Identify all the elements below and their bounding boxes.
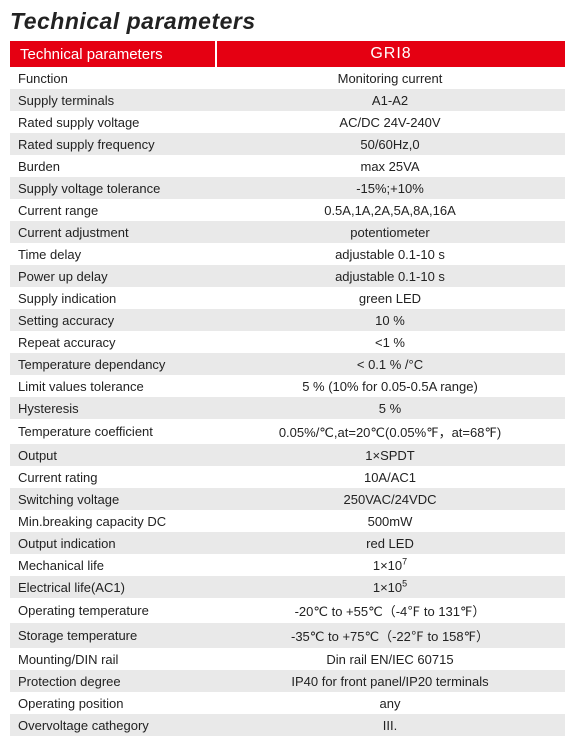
value-cell: -15%;+10% bbox=[215, 177, 565, 199]
table-row: Burdenmax 25VA bbox=[10, 155, 565, 177]
param-cell: Supply indication bbox=[10, 287, 215, 309]
params-table: FunctionMonitoring currentSupply termina… bbox=[10, 67, 565, 736]
value-cell: any bbox=[215, 692, 565, 714]
param-cell: Storage temperature bbox=[10, 623, 215, 648]
param-cell: Rated supply frequency bbox=[10, 133, 215, 155]
value-cell: 5 % (10% for 0.05-0.5A range) bbox=[215, 375, 565, 397]
value-cell: 10 % bbox=[215, 309, 565, 331]
table-row: FunctionMonitoring current bbox=[10, 67, 565, 89]
value-cell: red LED bbox=[215, 532, 565, 554]
table-row: Protection degreeIP40 for front panel/IP… bbox=[10, 670, 565, 692]
param-cell: Setting accuracy bbox=[10, 309, 215, 331]
value-cell: 50/60Hz,0 bbox=[215, 133, 565, 155]
param-cell: Output indication bbox=[10, 532, 215, 554]
param-cell: Time delay bbox=[10, 243, 215, 265]
param-cell: Protection degree bbox=[10, 670, 215, 692]
param-cell: Current adjustment bbox=[10, 221, 215, 243]
table-row: Min.breaking capacity DC500mW bbox=[10, 510, 565, 532]
value-cell: Din rail EN/IEC 60715 bbox=[215, 648, 565, 670]
table-row: Power up delayadjustable 0.1-10 s bbox=[10, 265, 565, 287]
table-row: Storage temperature-35℃ to +75℃（-22℉ to … bbox=[10, 623, 565, 648]
table-row: Temperature dependancy< 0.1 % /°C bbox=[10, 353, 565, 375]
param-cell: Limit values tolerance bbox=[10, 375, 215, 397]
value-cell: adjustable 0.1-10 s bbox=[215, 265, 565, 287]
table-row: Mechanical life1×107 bbox=[10, 554, 565, 576]
value-cell: 5 % bbox=[215, 397, 565, 419]
table-row: Current range0.5A,1A,2A,5A,8A,16A bbox=[10, 199, 565, 221]
table-row: Hysteresis5 % bbox=[10, 397, 565, 419]
table-header: Technical parameters GRI8 bbox=[10, 41, 565, 67]
value-cell: -20℃ to +55℃（-4℉ to 131℉） bbox=[215, 598, 565, 623]
table-row: Switching voltage250VAC/24VDC bbox=[10, 488, 565, 510]
table-row: Limit values tolerance5 % (10% for 0.05-… bbox=[10, 375, 565, 397]
table-row: Mounting/DIN railDin rail EN/IEC 60715 bbox=[10, 648, 565, 670]
value-cell: III. bbox=[215, 714, 565, 736]
table-row: Temperature coefficient0.05%/℃,at=20℃(0.… bbox=[10, 419, 565, 444]
param-cell: Current rating bbox=[10, 466, 215, 488]
value-cell: Monitoring current bbox=[215, 67, 565, 89]
value-cell: adjustable 0.1-10 s bbox=[215, 243, 565, 265]
header-left: Technical parameters bbox=[10, 41, 215, 67]
param-cell: Mounting/DIN rail bbox=[10, 648, 215, 670]
value-cell: 1×107 bbox=[215, 554, 565, 576]
table-row: Time delayadjustable 0.1-10 s bbox=[10, 243, 565, 265]
table-row: Current rating10A/AC1 bbox=[10, 466, 565, 488]
param-cell: Function bbox=[10, 67, 215, 89]
table-row: Overvoltage cathegoryIII. bbox=[10, 714, 565, 736]
table-row: Rated supply voltageAC/DC 24V-240V bbox=[10, 111, 565, 133]
value-cell: A1-A2 bbox=[215, 89, 565, 111]
param-cell: Rated supply voltage bbox=[10, 111, 215, 133]
param-cell: Supply terminals bbox=[10, 89, 215, 111]
table-row: Rated supply frequency50/60Hz,0 bbox=[10, 133, 565, 155]
param-cell: Min.breaking capacity DC bbox=[10, 510, 215, 532]
param-cell: Supply voltage tolerance bbox=[10, 177, 215, 199]
value-cell: green LED bbox=[215, 287, 565, 309]
value-cell: potentiometer bbox=[215, 221, 565, 243]
value-cell: 500mW bbox=[215, 510, 565, 532]
param-cell: Repeat accuracy bbox=[10, 331, 215, 353]
value-cell: max 25VA bbox=[215, 155, 565, 177]
param-cell: Current range bbox=[10, 199, 215, 221]
value-cell: 1×105 bbox=[215, 576, 565, 598]
value-cell: <1 % bbox=[215, 331, 565, 353]
param-cell: Electrical life(AC1) bbox=[10, 576, 215, 598]
table-row: Supply terminalsA1-A2 bbox=[10, 89, 565, 111]
param-cell: Switching voltage bbox=[10, 488, 215, 510]
table-row: Setting accuracy10 % bbox=[10, 309, 565, 331]
param-cell: Operating position bbox=[10, 692, 215, 714]
value-cell: AC/DC 24V-240V bbox=[215, 111, 565, 133]
param-cell: Mechanical life bbox=[10, 554, 215, 576]
value-cell: -35℃ to +75℃（-22℉ to 158℉） bbox=[215, 623, 565, 648]
param-cell: Operating temperature bbox=[10, 598, 215, 623]
param-cell: Output bbox=[10, 444, 215, 466]
table-row: Current adjustmentpotentiometer bbox=[10, 221, 565, 243]
table-row: Operating temperature-20℃ to +55℃（-4℉ to… bbox=[10, 598, 565, 623]
value-cell: 0.5A,1A,2A,5A,8A,16A bbox=[215, 199, 565, 221]
table-row: Supply indicationgreen LED bbox=[10, 287, 565, 309]
value-cell: 1×SPDT bbox=[215, 444, 565, 466]
value-cell: 10A/AC1 bbox=[215, 466, 565, 488]
param-cell: Overvoltage cathegory bbox=[10, 714, 215, 736]
value-cell: 250VAC/24VDC bbox=[215, 488, 565, 510]
value-cell: < 0.1 % /°C bbox=[215, 353, 565, 375]
header-right: GRI8 bbox=[217, 41, 565, 67]
page-title: Technical parameters bbox=[10, 8, 565, 35]
table-row: Output indicationred LED bbox=[10, 532, 565, 554]
value-cell: IP40 for front panel/IP20 terminals bbox=[215, 670, 565, 692]
param-cell: Power up delay bbox=[10, 265, 215, 287]
value-cell: 0.05%/℃,at=20℃(0.05%℉，at=68℉) bbox=[215, 419, 565, 444]
param-cell: Burden bbox=[10, 155, 215, 177]
table-row: Repeat accuracy<1 % bbox=[10, 331, 565, 353]
table-row: Supply voltage tolerance-15%;+10% bbox=[10, 177, 565, 199]
param-cell: Temperature dependancy bbox=[10, 353, 215, 375]
param-cell: Temperature coefficient bbox=[10, 419, 215, 444]
param-cell: Hysteresis bbox=[10, 397, 215, 419]
table-row: Output1×SPDT bbox=[10, 444, 565, 466]
table-row: Operating positionany bbox=[10, 692, 565, 714]
table-row: Electrical life(AC1)1×105 bbox=[10, 576, 565, 598]
